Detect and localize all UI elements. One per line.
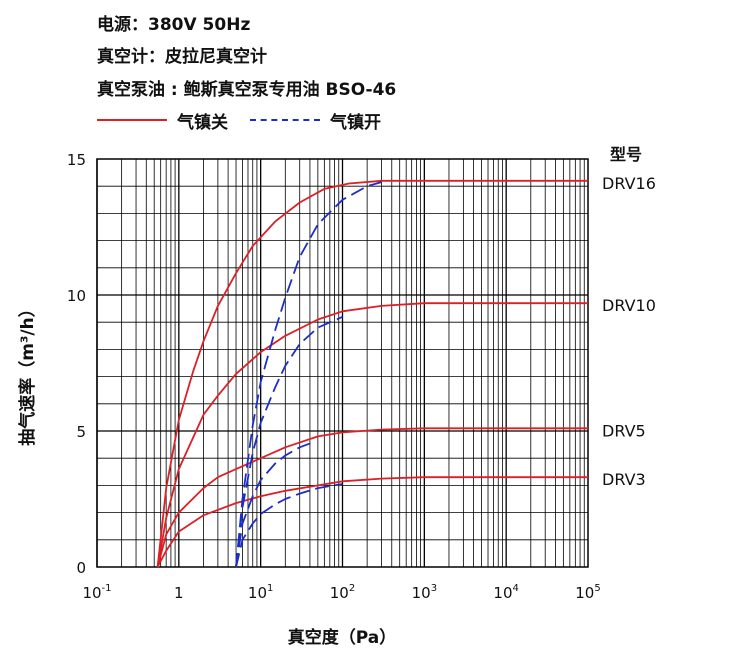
spec-power: 电源：380V 50Hz xyxy=(97,10,250,35)
spec-power-value: 380V 50Hz xyxy=(148,15,251,35)
spec-oil-label: 真空泵油 xyxy=(97,80,165,100)
legend-dashed-swatch xyxy=(250,119,320,121)
x-tick-label: 101 xyxy=(248,583,273,602)
x-tick-label: 102 xyxy=(330,583,355,602)
curves xyxy=(156,179,588,568)
spec-power-label: 电源 xyxy=(97,15,131,35)
legend-solid-swatch xyxy=(97,119,167,121)
legend: 气镇关 气镇开 xyxy=(97,107,381,133)
spec-oil-value: 鲍斯真空泵专用油 BSO-46 xyxy=(183,80,397,100)
curve-drv5-ballast-open xyxy=(235,441,315,568)
x-tick-label: 1 xyxy=(174,584,184,602)
spec-oil-sep: : xyxy=(165,80,184,100)
x-tick-label: 104 xyxy=(493,583,518,602)
curve-drv10-ballast-open xyxy=(235,315,343,568)
spec-gauge-label: 真空计 xyxy=(97,47,148,67)
model-labels: DRV16 DRV10 DRV5 DRV3 xyxy=(602,174,656,489)
model-header: 型号 xyxy=(610,145,642,164)
model-label-drv3: DRV3 xyxy=(602,470,646,489)
curve-drv16-ballast-closed xyxy=(156,179,588,568)
plot-frame xyxy=(96,158,589,568)
y-axis-label: 抽气速率（m³/h） xyxy=(17,300,38,445)
grid xyxy=(96,159,588,567)
legend-closed-label: 气镇关 xyxy=(177,112,228,133)
x-tick-labels: 10-1 1 101 102 103 104 105 xyxy=(82,583,600,602)
spec-power-sep: ： xyxy=(131,15,148,35)
x-axis-label: 真空度（Pa） xyxy=(288,627,396,648)
y-tick-label: 5 xyxy=(76,423,86,441)
spec-gauge: 真空计：皮拉尼真空计 xyxy=(97,42,267,67)
x-tick-label: 10-1 xyxy=(82,583,111,602)
y-tick-label: 15 xyxy=(67,151,86,169)
spec-oil: 真空泵油 : 鲍斯真空泵专用油 BSO-46 xyxy=(97,75,396,100)
spec-gauge-value: 皮拉尼真空计 xyxy=(165,47,267,67)
curve-drv5-ballast-closed xyxy=(156,427,588,568)
model-label-drv16: DRV16 xyxy=(602,174,656,193)
x-tick-label: 103 xyxy=(412,583,437,602)
y-tick-label: 10 xyxy=(67,287,86,305)
curve-drv10-ballast-closed xyxy=(156,302,588,568)
legend-open-label: 气镇开 xyxy=(330,112,381,133)
model-label-drv5: DRV5 xyxy=(602,421,646,440)
x-tick-label: 105 xyxy=(575,583,600,602)
curve-drv3-ballast-closed xyxy=(156,476,588,568)
spec-gauge-sep: ： xyxy=(148,47,165,67)
y-tick-labels: 0 5 10 15 xyxy=(67,151,86,577)
model-label-drv10: DRV10 xyxy=(602,296,656,315)
y-tick-label: 0 xyxy=(76,559,86,577)
